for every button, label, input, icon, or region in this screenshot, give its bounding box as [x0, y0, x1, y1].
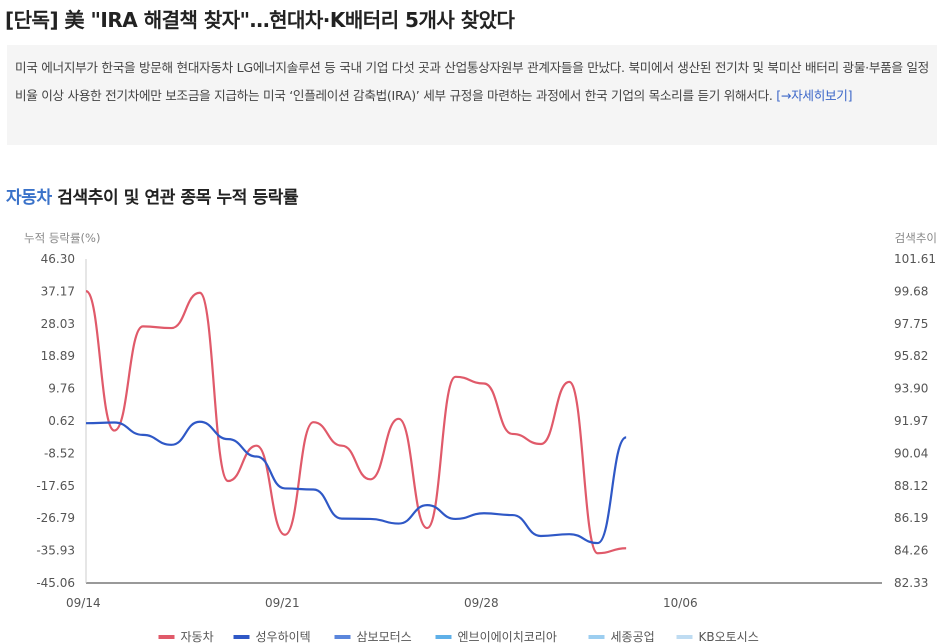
left-tick-label: -26.79 — [36, 511, 75, 525]
x-tick-label: 10/06 — [663, 596, 698, 610]
legend-label: 성우하이텍 — [256, 630, 311, 644]
legend-swatch — [334, 635, 351, 639]
left-tick-label: 28.03 — [41, 317, 75, 331]
right-tick-label: 95.82 — [894, 349, 928, 363]
legend-swatch — [588, 635, 605, 639]
chart: 누적 등락률(%) 검색추이 46.30 37.17 28.03 18.89 9.76 0… — [24, 231, 937, 644]
left-tick-label: 46.30 — [41, 252, 75, 266]
article-headline: [단독] 美 "IRA 해결책 찾자"…현대차·K배터리 5개사 찾았다 — [5, 8, 515, 32]
x-tick-label: 09/21 — [265, 596, 300, 610]
legend-swatch — [676, 635, 693, 639]
right-tick-label: 97.75 — [894, 317, 928, 331]
chart-section-title: 자동차 검색추이 및 연관 종목 누적 등락률 — [6, 183, 299, 208]
legend-label: 자동차 — [181, 630, 214, 644]
legend-swatch — [435, 635, 452, 639]
x-tick-label: 09/28 — [464, 596, 499, 610]
series-line-1 — [85, 420, 627, 545]
legend-swatch — [158, 635, 175, 639]
right-tick-label: 99.68 — [894, 284, 928, 298]
x-axis: 09/14 09/21 09/28 10/06 — [66, 596, 698, 610]
left-tick-label: -45.06 — [36, 576, 75, 590]
right-axis: 101.61 99.68 97.75 95.82 93.90 91.97 90.04 88.1… — [894, 252, 936, 590]
right-tick-label: 88.12 — [894, 479, 928, 493]
right-tick-label: 93.90 — [894, 382, 928, 396]
right-tick-label: 101.61 — [894, 252, 936, 266]
left-tick-label: 37.17 — [41, 284, 75, 298]
article-lead: 미국 에너지부가 한국을 방문해 현대자동차 LG에너지솔루션 등 국내 기업 … — [15, 54, 935, 110]
right-axis-title: 검색추이 — [895, 231, 937, 245]
left-tick-label: -8.52 — [44, 446, 75, 460]
legend: 자동차 성우하이텍 삼보모터스 엔브이에이치코리아 세종공업 KB오토시스 — [158, 630, 759, 644]
legend-label: 세종공업 — [611, 630, 655, 644]
x-tick-label: 09/14 — [66, 596, 101, 610]
legend-label: 엔브이에이치코리아 — [458, 630, 557, 644]
section-keyword: 자동차 — [6, 188, 52, 208]
left-axis-title: 누적 등락률(%) — [24, 231, 100, 245]
legend-swatch — [233, 635, 250, 639]
legend-label: KB오토시스 — [699, 630, 759, 644]
article-lead-box: 미국 에너지부가 한국을 방문해 현대자동차 LG에너지솔루션 등 국내 기업 … — [7, 45, 937, 145]
right-tick-label: 90.04 — [894, 446, 928, 460]
read-more-link[interactable]: [→자세히보기] — [776, 88, 853, 103]
series-lines — [84, 289, 627, 555]
right-tick-label: 86.19 — [894, 511, 928, 525]
left-tick-label: 0.62 — [48, 414, 75, 428]
lead-text: 미국 에너지부가 한국을 방문해 현대자동차 LG에너지솔루션 등 국내 기업 … — [15, 60, 929, 103]
left-tick-label: -35.93 — [36, 544, 75, 558]
right-tick-label: 84.26 — [894, 544, 928, 558]
left-tick-label: 18.89 — [41, 349, 75, 363]
right-tick-label: 91.97 — [894, 414, 928, 428]
left-tick-label: 9.76 — [48, 382, 75, 396]
left-tick-label: -17.65 — [36, 479, 75, 493]
right-tick-label: 82.33 — [894, 576, 928, 590]
left-axis: 46.30 37.17 28.03 18.89 9.76 0.62 -8.52 -17.65 -… — [36, 252, 75, 590]
series-line-0 — [84, 289, 627, 555]
section-title-rest: 검색추이 및 연관 종목 누적 등락률 — [51, 188, 299, 208]
legend-label: 삼보모터스 — [357, 630, 412, 644]
